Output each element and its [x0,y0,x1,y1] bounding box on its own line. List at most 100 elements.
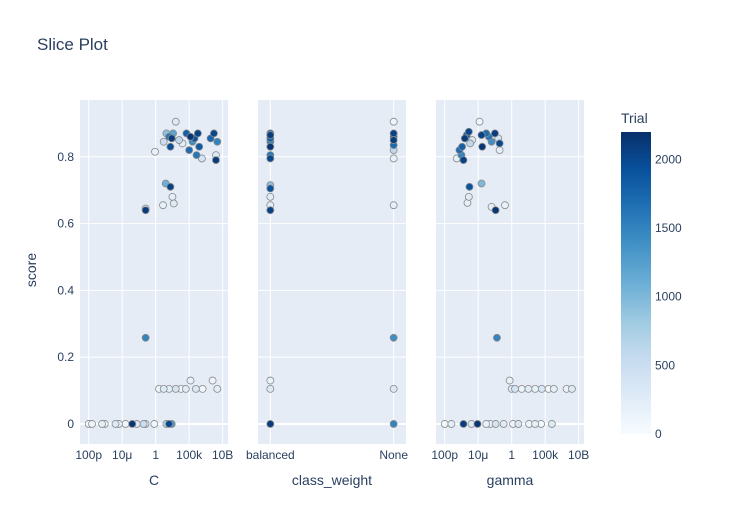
scatter-point [501,201,509,210]
y-tick-label: 0.4 [57,283,74,297]
chart-title: Slice Plot [37,35,108,54]
scatter-point [186,132,195,141]
scatter-point [477,179,486,188]
colorbar-ticks: 0 500 1000 1500 2000 [655,152,682,441]
scatter-point [88,420,96,428]
scatter-point [389,136,398,144]
colorbar: Trial 0 500 1000 1500 2000 [621,110,682,441]
scatter-point [464,127,473,136]
scatter-point [447,420,456,428]
scatter-point [491,420,500,428]
scatter-point [389,129,398,138]
scatter-point [171,117,180,126]
scatter-point [141,333,150,342]
scatter-point [151,147,159,156]
scatter-point [531,420,540,428]
scatter-point [175,136,184,144]
scatter-point [181,384,190,393]
scatter-point [169,199,178,208]
colorbar-tick-label: 500 [655,358,675,372]
scatter-point [459,420,468,428]
scatter-point [495,139,504,148]
y-tick-label: 0 [67,417,74,431]
x-tick-label: 100k [176,448,203,462]
scatter-point [266,131,275,139]
scatter-point [491,129,499,138]
x-tick-label: 1 [152,448,159,462]
scatter-point [212,156,220,165]
scatter-point [111,420,120,428]
x-tick-label: 10B [212,448,233,462]
colorbar-gradient [621,132,651,434]
x-tick-label: 10μ [112,448,132,462]
scatter-point [185,146,194,154]
x-axis-label: class_weight [292,472,372,488]
y-tick-label: 0.8 [57,150,74,164]
scatter-point [477,131,486,139]
scatter-point [210,129,218,138]
scatter-point [266,376,275,385]
scatter-point [389,154,398,163]
scatter-point [524,384,533,393]
y-axis-label: score [23,253,39,287]
scatter-point [460,134,469,143]
plot-area [258,100,406,444]
scatter-point [266,206,275,215]
colorbar-tick-label: 0 [655,427,662,441]
scatter-point [266,184,275,193]
x-axis-label: gamma [487,472,534,488]
scatter-point [195,142,204,151]
scatter-point [478,142,487,151]
colorbar-tick-label: 1000 [655,290,682,304]
scatter-point [266,420,275,428]
scatter-point [266,154,275,163]
scatter-point [389,384,398,393]
colorbar-tick-label: 1500 [655,221,682,235]
scatter-point [121,420,130,428]
x-tick-label: None [379,448,408,462]
scatter-point [537,384,546,393]
scatter-point [139,420,148,428]
scatter-point [166,182,175,191]
x-axis-label: C [149,472,159,488]
scatter-point [547,420,556,428]
scatter-point [475,117,484,126]
scatter-point [458,142,467,151]
colorbar-title: Trial [621,110,648,126]
scatter-point [208,376,217,385]
scatter-point [464,192,473,201]
scatter-point [493,333,501,342]
scatter-point [167,134,176,143]
scatter-point [191,384,200,393]
scatter-point [186,376,195,385]
scatter-point [459,156,468,165]
y-tick-label: 0.6 [57,217,74,231]
scatter-point [511,384,519,393]
scatter-point [159,384,168,393]
scatter-point [193,129,202,138]
scatter-point [482,420,491,428]
scatter-point [166,142,175,151]
scatter-point [491,206,500,215]
x-tick-label: 10μ [468,448,488,462]
scatter-point [466,139,475,148]
scatter-point [531,384,540,393]
x-tick-label: balanced [246,448,295,462]
scatter-point [517,384,526,393]
scatter-point [266,142,275,151]
scatter-point [389,333,398,342]
scatter-point [192,151,201,160]
x-tick-label: 100k [532,448,559,462]
scatter-point [171,384,180,393]
scatter-point [141,206,150,215]
scatter-point [389,201,398,210]
scatter-point [213,384,222,393]
scatter-point [514,420,523,428]
scatter-point [98,420,106,428]
x-tick-label: 10B [568,448,589,462]
scatter-point [473,420,482,428]
scatter-point [266,384,275,393]
panel-gamma: 100p 10μ 1 100k 10B gamma [431,100,589,488]
scatter-point [549,384,558,393]
